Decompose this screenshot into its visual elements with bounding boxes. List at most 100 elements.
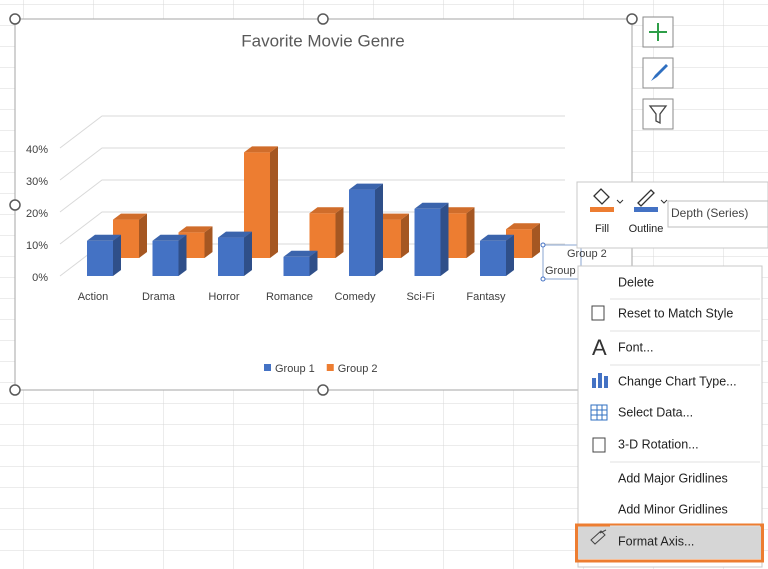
bar-top-shade: [480, 234, 514, 241]
chart-area[interactable]: [14, 18, 633, 391]
bar-side-shade: [204, 226, 213, 258]
bar-side-shade: [244, 231, 252, 276]
bar-top: [375, 213, 409, 220]
outline-button[interactable]: Outline: [629, 189, 668, 235]
mini-toolbar: Fill Outline Depth (Series): [576, 181, 768, 249]
x-tick-label: Fantasy: [466, 291, 506, 303]
grid-line: [59, 179, 565, 213]
bar-top: [349, 183, 383, 190]
legend-label: Group 2: [338, 363, 378, 375]
legend-swatch: [326, 364, 334, 371]
bar-top-shade: [87, 234, 121, 241]
bar-side-shade: [178, 234, 187, 276]
chart-buttons: [642, 16, 674, 130]
bar-front: [309, 213, 336, 258]
bar-side: [244, 231, 252, 276]
fill-label: Fill: [595, 223, 609, 235]
bar-side: [335, 207, 344, 258]
bar-top: [178, 226, 213, 233]
bar-front: [414, 208, 441, 276]
bar-side: [532, 223, 540, 258]
menu-item[interactable]: Reset to Match Style: [618, 306, 733, 320]
bar-top-shade: [178, 226, 213, 233]
bar-top-shade: [309, 207, 344, 214]
bar-front: [283, 256, 310, 276]
bar-side-shade: [113, 234, 121, 276]
bar-side-shade: [270, 146, 278, 258]
bar: [414, 202, 449, 276]
bar: [283, 250, 318, 276]
menu-item[interactable]: 3-D Rotation...: [618, 437, 699, 451]
chart-elements-button[interactable]: [642, 16, 674, 48]
bar-top: [244, 146, 278, 153]
x-tick-label: Romance: [266, 291, 313, 303]
menu-item[interactable]: Add Minor Gridlines: [618, 502, 728, 516]
svg-text:A: A: [592, 335, 607, 360]
bar-top-shade: [414, 202, 449, 209]
chart-filters-button[interactable]: [642, 98, 674, 130]
bar-top-shade: [218, 231, 252, 238]
menu-item[interactable]: Font...: [618, 340, 653, 354]
y-tick-label: 30%: [26, 176, 48, 188]
bar-side: [506, 234, 514, 276]
bar-front: [87, 240, 113, 276]
bar-top: [152, 234, 187, 241]
menu-item[interactable]: Format Axis...: [618, 534, 694, 548]
bar-top-shade: [506, 223, 540, 230]
bar-top: [480, 234, 514, 241]
chart-styles-button[interactable]: [642, 57, 674, 89]
x-tick-label: Drama: [142, 291, 176, 303]
outline-label: Outline: [629, 223, 664, 235]
bar-top: [87, 234, 121, 241]
bar-top: [283, 250, 318, 257]
chart[interactable]: Favorite Movie Genre 0% 10% 20% 30% 40% Actio…: [14, 18, 633, 391]
grid-line: [59, 211, 565, 245]
bar-side-shade: [375, 183, 383, 276]
bar-top-shade: [113, 213, 147, 220]
bar-side: [113, 234, 121, 276]
bar-side-shade: [532, 223, 540, 258]
bar-side-shade: [506, 234, 514, 276]
bar: [218, 231, 252, 276]
bar: [244, 146, 278, 258]
menu-item[interactable]: Delete: [618, 275, 654, 289]
bar-side: [309, 250, 318, 276]
bar-top: [113, 213, 147, 220]
depth-axis-label: Group: [545, 265, 576, 277]
legend-label: Group 1: [275, 363, 315, 375]
menu-item[interactable]: Select Data...: [618, 405, 693, 419]
y-tick-label: 20%: [26, 208, 48, 220]
bar-side: [466, 207, 475, 258]
bar-side-shade: [335, 207, 344, 258]
y-tick-label: 10%: [26, 240, 48, 252]
bar-top-shade: [244, 146, 278, 153]
bar-side: [139, 213, 147, 258]
hover-highlight: [578, 526, 762, 559]
depth-axis-label: Group 2: [567, 248, 607, 260]
bar-side: [270, 146, 278, 258]
bar: [480, 234, 514, 276]
bar-side-shade: [139, 213, 147, 258]
grid-line: [59, 147, 565, 181]
bar-side: [178, 234, 187, 276]
x-tick-label: Sci-Fi: [406, 291, 434, 303]
series-dropdown[interactable]: Depth (Series): [667, 200, 768, 228]
series-dropdown-label: Depth (Series): [671, 206, 748, 220]
bar-top: [440, 207, 475, 214]
bar: [349, 183, 383, 276]
bar-side-shade: [401, 213, 409, 258]
fill-button[interactable]: Fill: [590, 188, 624, 235]
bar-top-shade: [440, 207, 475, 214]
bar-front: [218, 237, 244, 276]
bar-side: [440, 202, 449, 276]
chart-title: Favorite Movie Genre: [241, 31, 404, 50]
menu-item[interactable]: Add Major Gridlines: [618, 471, 728, 485]
menu-item[interactable]: Change Chart Type...: [618, 374, 737, 388]
y-tick-label: 0%: [32, 272, 48, 284]
bar-side: [375, 183, 383, 276]
bar-top-shade: [152, 234, 187, 241]
bar-top-shade: [349, 183, 383, 190]
bar: [87, 234, 121, 276]
bar-top: [506, 223, 540, 230]
